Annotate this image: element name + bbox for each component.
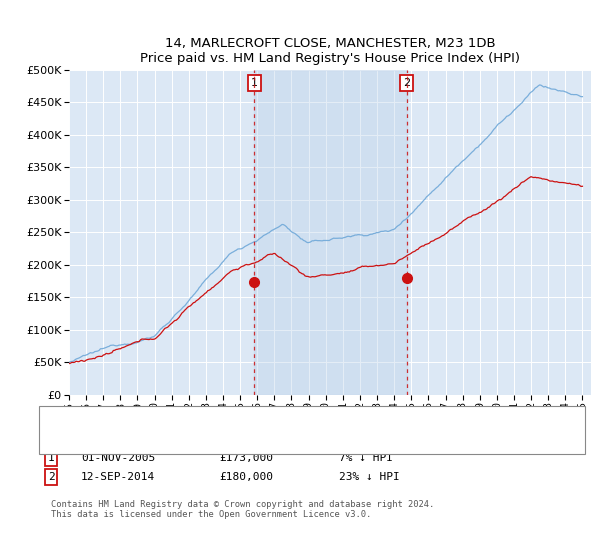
Text: HPI: Average price, detached house, Manchester: HPI: Average price, detached house, Manc… xyxy=(93,431,369,441)
Text: 2: 2 xyxy=(403,78,410,88)
Text: £173,000: £173,000 xyxy=(219,453,273,463)
Text: 23% ↓ HPI: 23% ↓ HPI xyxy=(339,472,400,482)
Text: Contains HM Land Registry data © Crown copyright and database right 2024.
This d: Contains HM Land Registry data © Crown c… xyxy=(51,500,434,519)
Text: 14, MARLECROFT CLOSE, MANCHESTER,  M23 1DB (detached house): 14, MARLECROFT CLOSE, MANCHESTER, M23 1D… xyxy=(93,413,447,423)
Text: 1: 1 xyxy=(47,453,55,463)
Text: 12-SEP-2014: 12-SEP-2014 xyxy=(81,472,155,482)
Title: 14, MARLECROFT CLOSE, MANCHESTER, M23 1DB
Price paid vs. HM Land Registry's Hous: 14, MARLECROFT CLOSE, MANCHESTER, M23 1D… xyxy=(140,36,520,64)
Text: 01-NOV-2005: 01-NOV-2005 xyxy=(81,453,155,463)
Text: £180,000: £180,000 xyxy=(219,472,273,482)
Text: 1: 1 xyxy=(251,78,258,88)
Bar xyxy=(254,70,407,395)
Text: 2: 2 xyxy=(47,472,55,482)
Text: 7% ↓ HPI: 7% ↓ HPI xyxy=(339,453,393,463)
